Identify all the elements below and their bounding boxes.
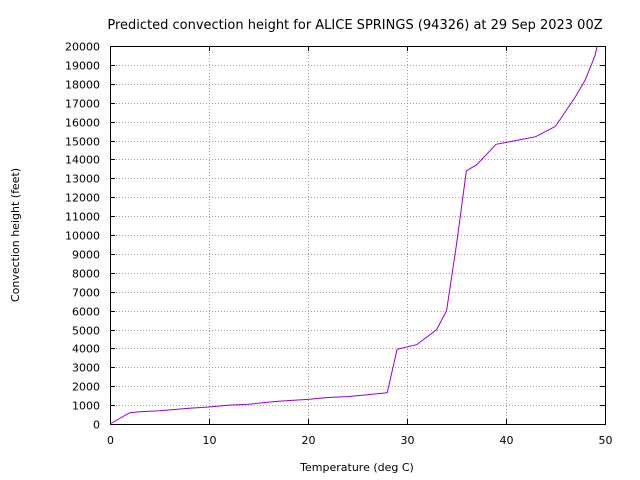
y-tick-label: 6000: [72, 306, 100, 319]
y-tick-label: 15000: [65, 136, 100, 149]
y-tick-label: 1000: [72, 400, 100, 413]
series-line: [109, 45, 598, 425]
x-axis-label: Temperature (deg C): [299, 461, 414, 474]
y-tick-label: 11000: [65, 211, 100, 224]
y-tick-label: 13000: [65, 173, 100, 186]
y-tick-label: 7000: [72, 287, 100, 300]
y-tick-label: 12000: [65, 192, 100, 205]
y-axis-label: Convection height (feet): [9, 168, 22, 302]
x-tick-label: 40: [500, 434, 514, 447]
y-tick-label: 0: [93, 419, 100, 432]
y-tick-label: 9000: [72, 249, 100, 262]
plot-frame: [110, 46, 606, 425]
chart-title: Predicted convection height for ALICE SP…: [107, 18, 602, 33]
y-tick-label: 3000: [72, 362, 100, 375]
y-tick-label: 5000: [72, 325, 100, 338]
y-tick-label: 2000: [72, 381, 100, 394]
y-tick-label: 8000: [72, 268, 100, 281]
y-tick-label: 18000: [65, 79, 100, 92]
y-tick-label: 19000: [65, 60, 100, 73]
axis-ticks: 0 10 20 30 40 50 0 1000 2000 3000 4000 5000 6000 7000…: [65, 41, 613, 448]
x-tick-label: 10: [203, 434, 217, 447]
x-tick-label: 20: [302, 434, 316, 447]
y-tick-label: 17000: [65, 98, 100, 111]
series-layer: [109, 45, 598, 425]
y-tick-label: 16000: [65, 117, 100, 130]
x-tick-label: 0: [107, 434, 114, 447]
x-tick-label: 30: [401, 434, 415, 447]
grid: [110, 46, 605, 424]
y-tick-label: 14000: [65, 154, 100, 167]
y-tick-label: 4000: [72, 343, 100, 356]
y-tick-label: 20000: [65, 41, 100, 54]
y-tick-label: 10000: [65, 230, 100, 243]
x-tick-label: 50: [599, 434, 613, 447]
